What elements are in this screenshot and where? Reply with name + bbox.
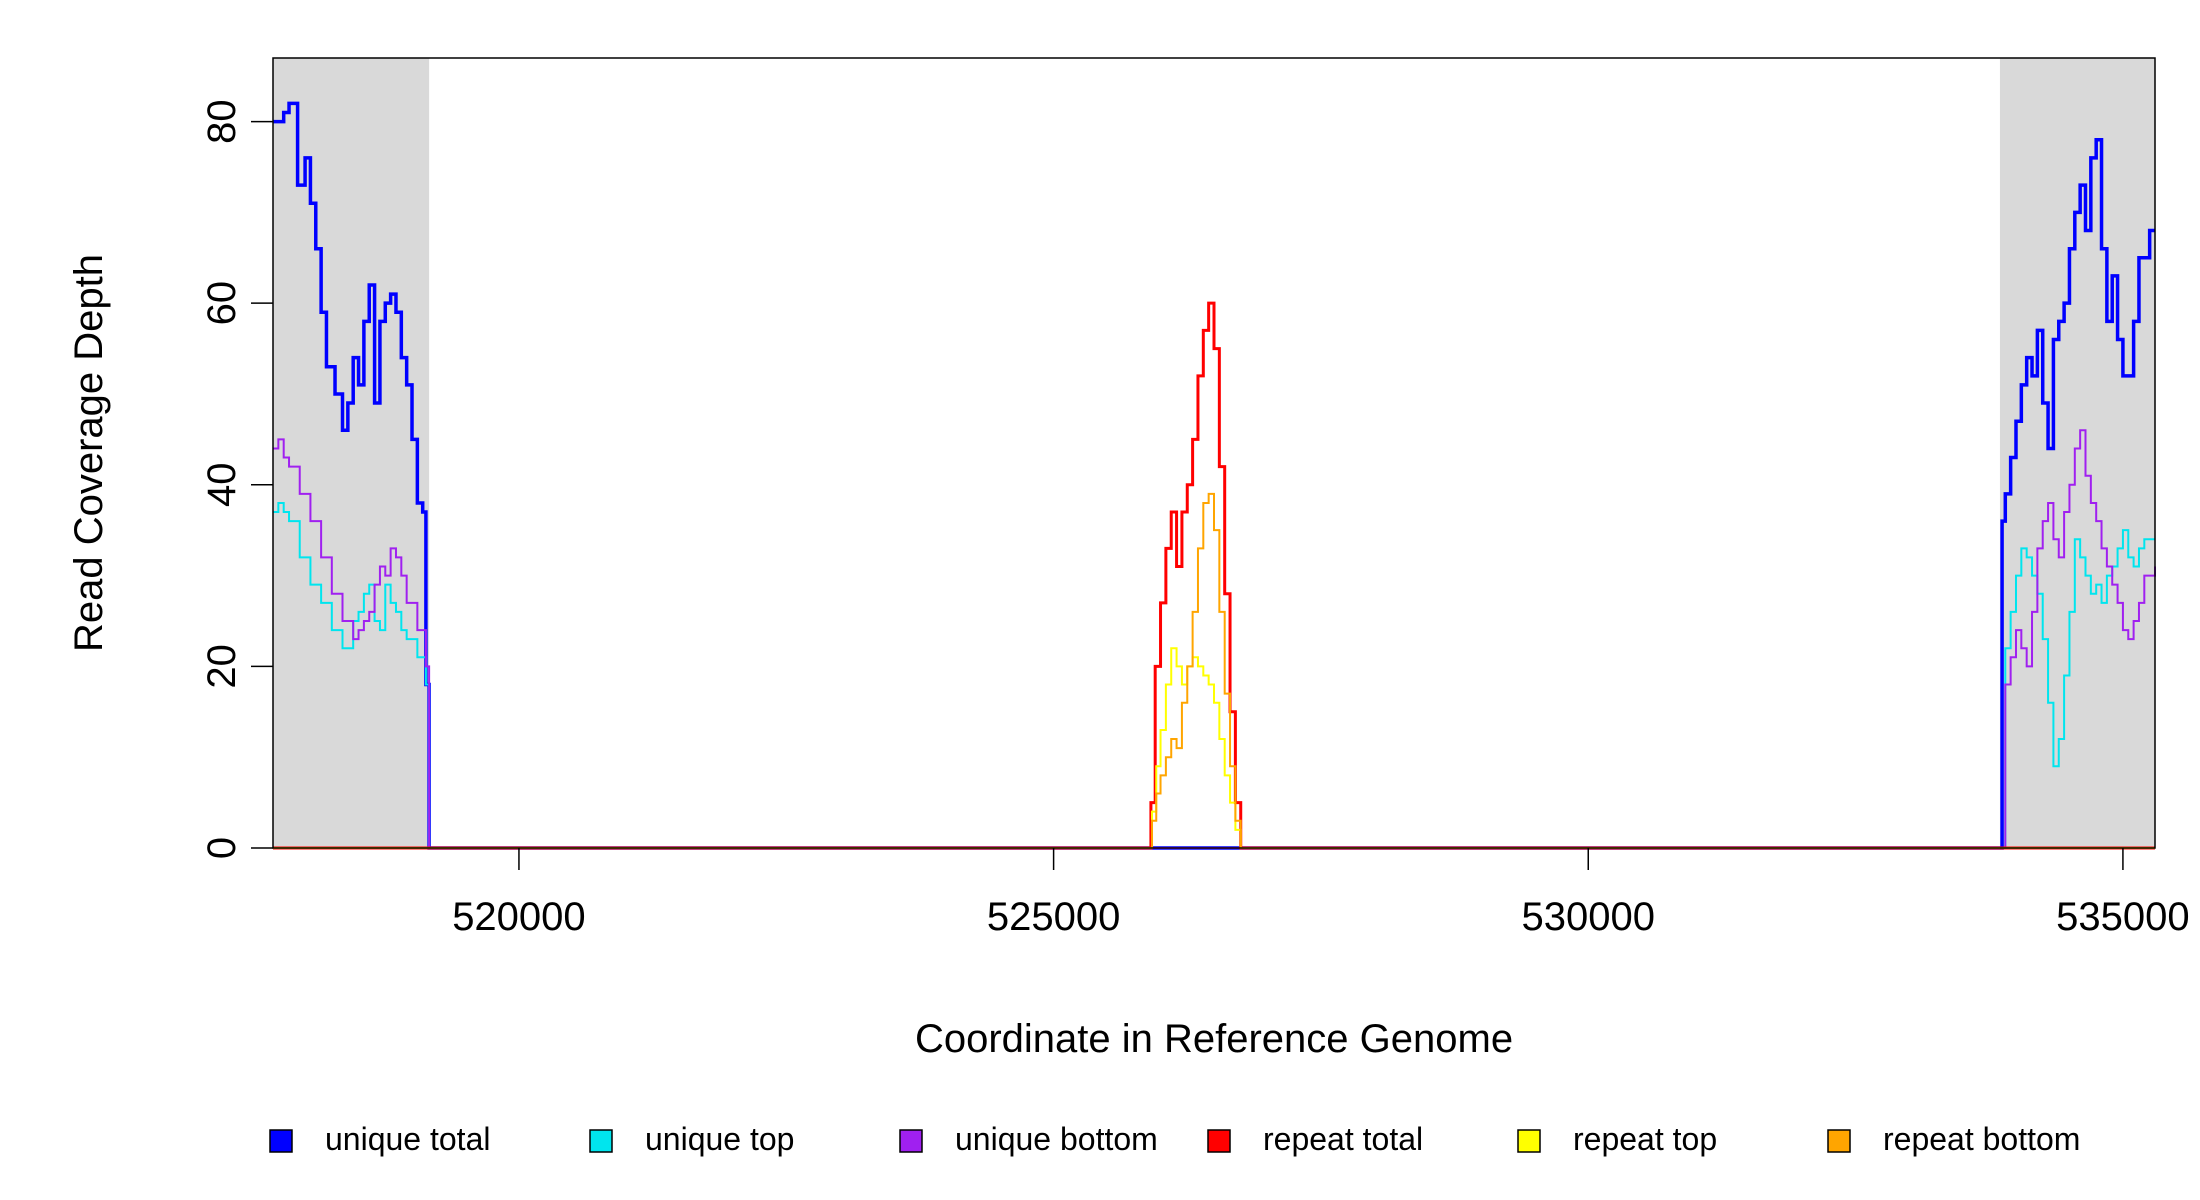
legend-label-repeat-top: repeat top — [1573, 1121, 1717, 1157]
legend-swatch-unique-top — [589, 1129, 613, 1153]
series-unique-bottom — [273, 429, 2156, 849]
legend-swatch-unique-bottom — [899, 1129, 923, 1153]
y-axis-label: Read Coverage Depth — [67, 254, 111, 652]
y-tick-label: 40 — [200, 463, 244, 508]
legend-swatch-repeat-top — [1517, 1129, 1541, 1153]
y-tick-label: 60 — [200, 281, 244, 326]
y-tick-label: 0 — [200, 837, 244, 859]
series-unique-top — [273, 501, 2155, 849]
shaded-regions — [273, 58, 2155, 848]
y-tick-label: 80 — [200, 99, 244, 144]
series-lines — [273, 101, 2156, 850]
x-tick-label: 535000 — [2056, 895, 2189, 939]
shaded-region-2 — [1999, 58, 2155, 848]
x-tick-label: 525000 — [987, 895, 1120, 939]
plot-frame — [272, 57, 2156, 849]
legend-swatch-repeat-bottom — [1827, 1129, 1851, 1153]
x-axis-label: Coordinate in Reference Genome — [915, 1017, 1513, 1061]
legend: unique total unique top unique bottom repea… — [269, 1121, 2080, 1157]
series-repeat-top — [273, 647, 2155, 849]
series-unique-total — [273, 101, 2155, 850]
legend-label-unique-top: unique top — [645, 1121, 794, 1157]
axes: 520000 525000 530000 535000 0 20 40 60 80 — [200, 99, 2190, 939]
legend-swatch-unique-total — [269, 1129, 293, 1153]
series-repeat-bottom — [273, 492, 2155, 849]
legend-label-unique-total: unique total — [325, 1121, 490, 1157]
series-repeat-total — [273, 301, 2155, 850]
legend-swatch-repeat-total — [1207, 1129, 1231, 1153]
legend-label-repeat-total: repeat total — [1263, 1121, 1423, 1157]
y-tick-label: 20 — [200, 644, 244, 689]
x-tick-label: 520000 — [452, 895, 585, 939]
legend-label-unique-bottom: unique bottom — [955, 1121, 1158, 1157]
shaded-region-1 — [273, 58, 430, 848]
x-tick-label: 530000 — [1522, 895, 1655, 939]
legend-label-repeat-bottom: repeat bottom — [1883, 1121, 2080, 1157]
